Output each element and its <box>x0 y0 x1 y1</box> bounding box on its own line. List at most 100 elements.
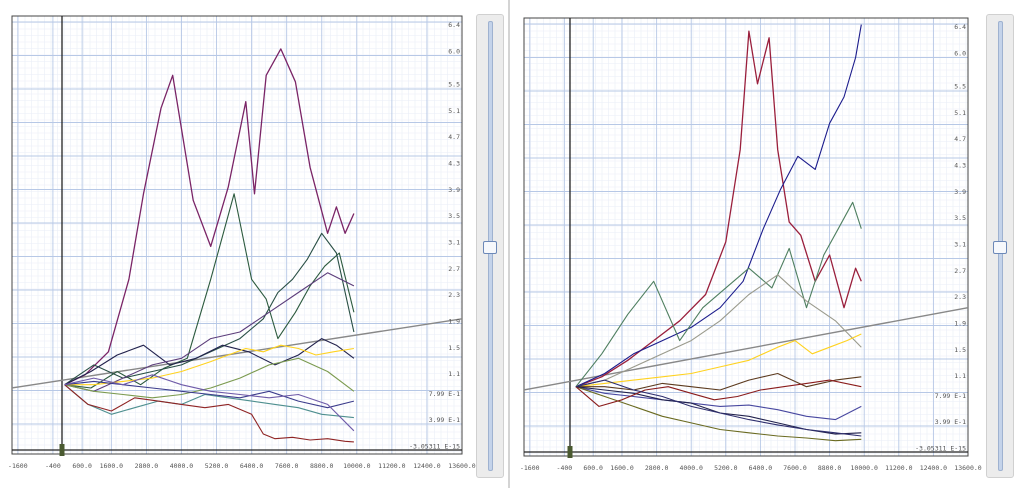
slider-thumb[interactable] <box>993 240 1007 254</box>
y-tick-label: 2.7 <box>448 265 460 273</box>
origin-marker[interactable] <box>59 444 65 456</box>
plot-frame <box>11 15 463 455</box>
zoom-slider-right[interactable] <box>986 14 1014 478</box>
x-tick-label: 1600.0 <box>610 464 634 472</box>
y-tick-label: 1.5 <box>954 346 966 354</box>
series-line[interactable] <box>64 384 354 419</box>
series-line[interactable] <box>575 386 862 442</box>
x-tick-label: 7600.0 <box>275 462 299 470</box>
series-line[interactable] <box>64 48 355 386</box>
series-line[interactable] <box>575 386 862 435</box>
x-tick-label: 2800.0 <box>135 462 159 470</box>
y-tick-label: 1.1 <box>954 372 966 380</box>
minor-grid <box>11 15 462 454</box>
x-tick-label: 8800.0 <box>310 462 334 470</box>
y-tick-label: 2.3 <box>954 293 966 301</box>
y-tick-label: 3.5 <box>954 214 966 222</box>
zoom-slider-left[interactable] <box>476 14 504 478</box>
x-tick-label: 13600.0 <box>448 462 475 470</box>
series-line[interactable] <box>575 379 862 437</box>
y-tick-label: 3.99 E-1 <box>429 416 460 424</box>
trend-line <box>11 318 463 389</box>
x-tick-label: 600.0 <box>583 464 603 472</box>
x-tick-label: -1600 <box>520 464 540 472</box>
y-tick-label: -3.05311 E-15 <box>409 443 460 451</box>
series-line[interactable] <box>64 193 355 389</box>
minor-grid <box>523 17 968 456</box>
origin-marker[interactable] <box>567 446 573 458</box>
plot-frame <box>523 17 969 457</box>
trend-line <box>523 306 969 391</box>
series-line[interactable] <box>575 24 862 388</box>
series-line[interactable] <box>64 384 354 443</box>
series-line[interactable] <box>575 30 862 388</box>
y-tick-label: 4.7 <box>448 133 460 141</box>
line-chart-left[interactable]: -3.05311 E-15 3.99 E-1 7.99 E-1 1.1 1.5 1.9 2.… <box>0 0 508 488</box>
series-line[interactable] <box>64 374 355 432</box>
x-tick-label: -400 <box>557 464 573 472</box>
x-tick-label: 11200.0 <box>378 462 405 470</box>
y-tick-label: 1.9 <box>954 319 966 327</box>
y-tick-label: 7.99 E-1 <box>429 390 460 398</box>
series-line[interactable] <box>64 344 354 386</box>
x-tick-label: 6400.0 <box>749 464 773 472</box>
x-tick-label: 12400.0 <box>920 464 947 472</box>
series-line[interactable] <box>575 386 862 421</box>
y-tick-label: 3.9 <box>448 186 460 194</box>
y-tick-label: 1.1 <box>448 370 460 378</box>
series-line[interactable] <box>575 201 862 388</box>
y-tick-label: 6.4 <box>448 21 460 29</box>
x-tick-label: 5200.0 <box>714 464 738 472</box>
y-tick-label: 3.1 <box>448 238 460 246</box>
x-tick-label: 600.0 <box>72 462 92 470</box>
chart-panel-right: -3.05311 E-15 3.99 E-1 7.99 E-1 1.1 1.5 1.9 2.… <box>512 0 1024 488</box>
y-tick-label: 4.3 <box>448 159 460 167</box>
slider-thumb[interactable] <box>483 240 497 254</box>
x-tick-label: 5200.0 <box>205 462 229 470</box>
series-line[interactable] <box>64 357 355 399</box>
y-tick-label: 3.9 <box>954 188 966 196</box>
x-tick-label: 10000.0 <box>343 462 370 470</box>
series-line[interactable] <box>64 338 355 386</box>
x-tick-label: 12400.0 <box>413 462 440 470</box>
x-tick-label: 1600.0 <box>100 462 124 470</box>
x-tick-label: 11200.0 <box>885 464 912 472</box>
series-line[interactable] <box>64 380 355 409</box>
series-line[interactable] <box>575 333 862 388</box>
y-tick-label: 4.7 <box>954 135 966 143</box>
y-tick-label: 5.5 <box>448 80 460 88</box>
y-tick-label: 7.99 E-1 <box>935 392 966 400</box>
y-tick-label: 6.0 <box>448 48 460 56</box>
x-tick-label: 7600.0 <box>783 464 807 472</box>
y-tick-label: 2.7 <box>954 267 966 275</box>
x-tick-label: -1600 <box>8 462 28 470</box>
chart-panel-left: -3.05311 E-15 3.99 E-1 7.99 E-1 1.1 1.5 1.9 2.… <box>0 0 510 488</box>
x-tick-label: 10000.0 <box>851 464 878 472</box>
y-tick-label: 4.3 <box>954 161 966 169</box>
y-tick-label: 2.3 <box>448 291 460 299</box>
major-grid <box>524 18 969 456</box>
y-tick-label: 3.99 E-1 <box>935 418 966 426</box>
y-tick-label: 6.4 <box>954 23 966 31</box>
x-tick-label: 4000.0 <box>170 462 194 470</box>
series-line[interactable] <box>575 379 862 407</box>
y-tick-label: 3.5 <box>448 212 460 220</box>
series-line[interactable] <box>64 232 355 386</box>
series-line[interactable] <box>575 274 862 388</box>
y-tick-label: 1.5 <box>448 344 460 352</box>
y-tick-label: 5.1 <box>954 109 966 117</box>
y-tick-label: 5.1 <box>448 107 460 115</box>
x-tick-label: 13600.0 <box>954 464 981 472</box>
series-line[interactable] <box>575 372 862 391</box>
x-tick-label: 4000.0 <box>679 464 703 472</box>
x-tick-label: -400 <box>45 462 61 470</box>
x-tick-label: 8800.0 <box>818 464 842 472</box>
y-tick-label: -3.05311 E-15 <box>915 445 966 453</box>
x-tick-label: 6400.0 <box>240 462 264 470</box>
y-tick-label: 5.5 <box>954 82 966 90</box>
y-tick-label: 3.1 <box>954 240 966 248</box>
line-chart-right[interactable]: -3.05311 E-15 3.99 E-1 7.99 E-1 1.1 1.5 1.9 2.… <box>512 0 982 488</box>
y-tick-label: 6.0 <box>954 50 966 58</box>
x-tick-label: 2800.0 <box>645 464 669 472</box>
y-tick-label: 1.9 <box>448 317 460 325</box>
